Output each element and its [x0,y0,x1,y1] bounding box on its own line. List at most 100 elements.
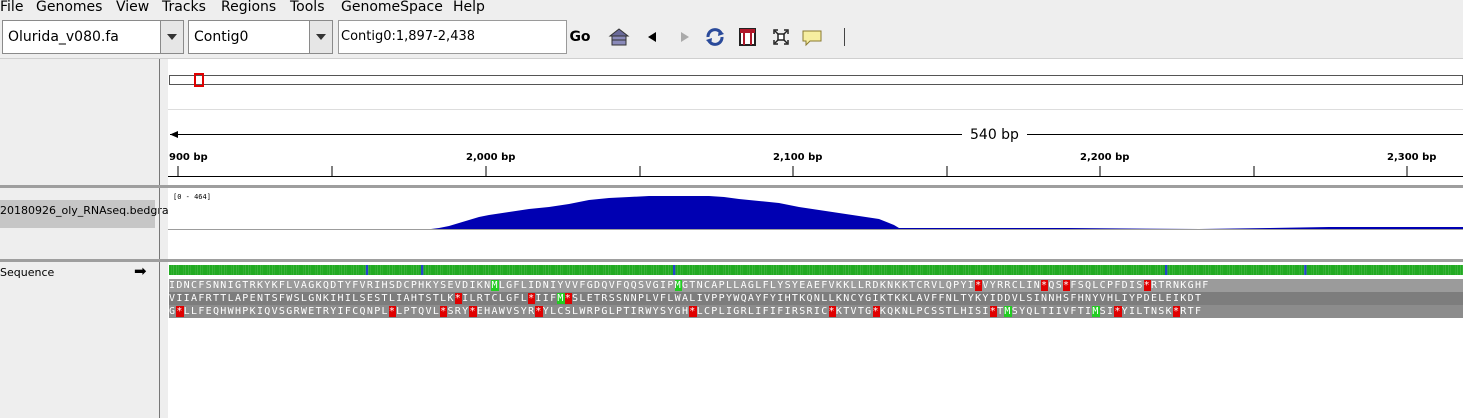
base-bar [341,265,345,275]
base-bar [1155,265,1158,275]
roi-icon[interactable] [737,26,759,48]
refresh-icon[interactable] [704,26,726,48]
base-bar [982,265,985,275]
base-bar [790,265,793,275]
ruler-ticks [177,166,1408,176]
base-bar [1383,265,1386,275]
back-icon[interactable] [642,26,664,48]
panel-split[interactable] [0,259,1463,262]
base-bar [1249,265,1252,275]
ideogram[interactable] [169,75,1463,85]
base-bar [886,265,889,275]
resize-icon[interactable] [770,26,792,48]
base-bar [663,265,666,275]
menu-regions[interactable]: Regions [221,0,277,15]
go-button[interactable]: Go [569,29,591,45]
base-bar [922,265,925,275]
base-bar [1366,265,1369,275]
base-bar [1352,265,1355,275]
base-bar [586,265,589,275]
menu-tools[interactable]: Tools [290,0,325,15]
base-bar [1167,265,1170,275]
rnaseq-track-name[interactable]: 20180926_oly_RNAseq.bedgrap [0,204,176,217]
base-bar [481,265,484,275]
menu-genomes[interactable]: Genomes [36,0,103,15]
base-bar [253,265,256,275]
menu-tracks[interactable]: Tracks [162,0,206,15]
base-bar [1011,265,1014,275]
base-bar [1100,265,1103,275]
menu-genomespace[interactable]: GenomeSpace [341,0,443,15]
base-bar [800,265,803,275]
forward-icon[interactable] [673,26,695,48]
base-bar [313,265,316,275]
base-bar [1181,265,1185,275]
base-bar [934,265,937,275]
base-bar [968,265,971,275]
chevron-down-icon[interactable] [160,21,183,53]
base-bar [332,265,335,275]
rnaseq-coverage-plot[interactable] [169,188,1463,230]
base-bar [205,265,208,275]
base-bar [1347,265,1350,275]
base-bar [490,265,493,275]
base-bar [243,265,246,275]
base-bar [421,265,424,275]
base-bar [1131,265,1134,275]
base-bar [471,265,474,275]
menu-file[interactable]: File [0,0,24,15]
base-bar [593,265,597,275]
panel-divider[interactable] [159,188,160,260]
base-bar [682,265,685,275]
base-bar [639,265,642,275]
base-bar [1071,265,1074,275]
base-bar [555,265,558,275]
base-bar [267,265,270,275]
base-bar [195,265,198,275]
base-bar [411,265,414,275]
track-name-selection[interactable] [0,200,155,228]
base-bar [541,265,544,275]
base-bar [569,265,573,275]
panel-divider[interactable] [159,262,160,418]
base-bar [469,265,472,275]
translation-frame-2: VIIAFRTTLAPENTSFWSLGNKIHILSESTLIAHTSTLK*… [169,292,1463,305]
base-bar [596,265,599,275]
base-bar [1102,265,1105,275]
ideogram-current-region[interactable] [194,73,204,87]
base-bar [776,265,779,275]
panel-divider[interactable] [159,59,160,186]
base-bar [685,265,688,275]
sequence-track-name[interactable]: Sequence [0,266,55,279]
base-bar [1021,265,1024,275]
base-bar [428,265,431,275]
menu-help[interactable]: Help [453,0,485,15]
toolbar: Olurida_v080.fa Contig0 Go [0,16,1463,59]
ruler-baseline [168,176,1463,177]
popup-info-icon[interactable] [801,26,823,48]
home-icon[interactable] [608,26,630,48]
base-bar [941,265,945,275]
base-bar [1282,265,1285,275]
base-bar [1069,265,1072,275]
track-baseline [168,229,1463,230]
strand-arrow-icon[interactable]: ➡ [134,262,147,280]
base-bar [1004,265,1007,275]
locus-input-box[interactable] [338,20,567,54]
base-bar [821,265,825,275]
locus-input[interactable] [341,29,561,44]
base-bar [1109,265,1113,275]
base-bar [771,265,774,275]
chevron-down-icon[interactable] [309,21,332,53]
base-bar [1081,265,1084,275]
base-bar [665,265,669,275]
base-bar [392,265,395,275]
genome-dropdown[interactable]: Olurida_v080.fa [2,20,184,54]
chromosome-dropdown[interactable]: Contig0 [188,20,333,54]
menu-view[interactable]: View [116,0,150,15]
base-bar [303,265,306,275]
panel-split[interactable] [0,185,1463,188]
base-bar [1059,265,1062,275]
base-bar [305,265,309,275]
sequence-bases [169,265,1463,275]
